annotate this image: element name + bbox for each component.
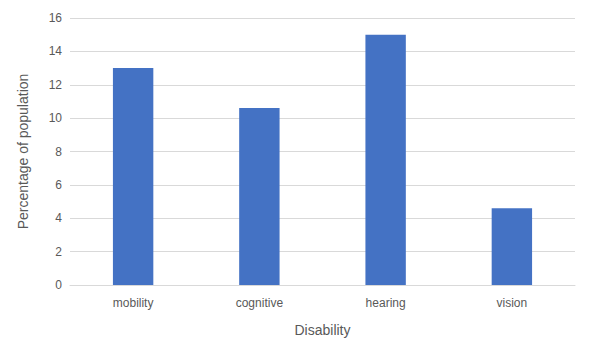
svg-text:14: 14 — [49, 44, 63, 58]
svg-text:mobility: mobility — [113, 296, 154, 310]
svg-text:8: 8 — [55, 145, 62, 159]
svg-text:cognitive: cognitive — [236, 296, 284, 310]
svg-text:4: 4 — [55, 211, 62, 225]
svg-text:2: 2 — [55, 245, 62, 259]
svg-text:16: 16 — [49, 11, 63, 25]
svg-text:0: 0 — [55, 278, 62, 292]
svg-text:Disability: Disability — [294, 322, 350, 338]
svg-text:hearing: hearing — [366, 296, 406, 310]
svg-text:Percentage of population: Percentage of population — [15, 74, 31, 230]
svg-text:6: 6 — [55, 178, 62, 192]
svg-text:12: 12 — [49, 78, 63, 92]
svg-text:vision: vision — [497, 296, 528, 310]
svg-text:10: 10 — [49, 111, 63, 125]
